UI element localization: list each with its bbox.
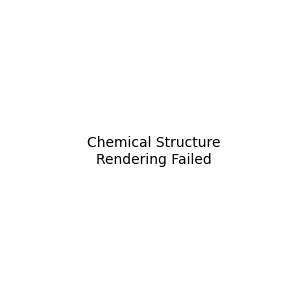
- Text: Chemical Structure
Rendering Failed: Chemical Structure Rendering Failed: [87, 136, 220, 166]
